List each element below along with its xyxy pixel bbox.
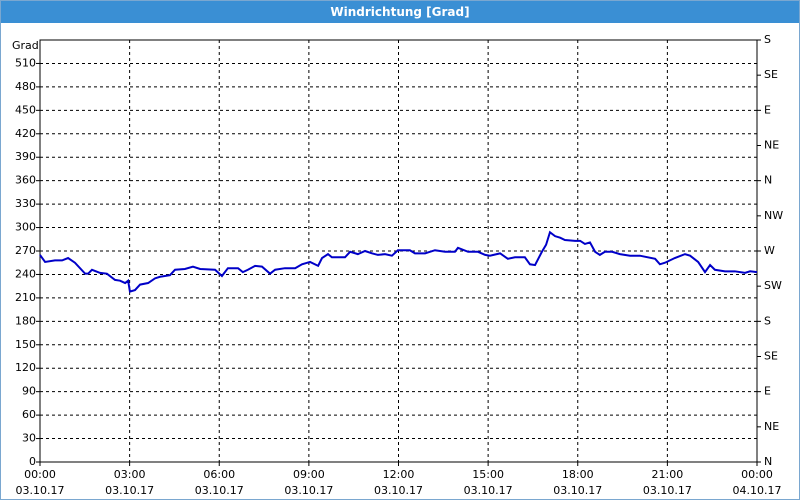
x-tick-label: 12:00 [383,468,415,481]
y-tick-label: 300 [15,221,36,234]
y-tick-label: 330 [15,197,36,210]
y2-tick-label: W [764,244,775,257]
y2-tick-label: NW [764,209,783,222]
y-tick-label: 120 [15,361,36,374]
y-tick-label: 510 [15,56,36,69]
y-tick-label: 180 [15,314,36,327]
y-tick-label: 240 [15,267,36,280]
title-bar: Windrichtung [Grad] [1,1,799,23]
y-tick-label: 390 [15,150,36,163]
y2-tick-label: E [764,385,771,398]
x-tick-label: 06:00 [203,468,235,481]
x-tick-date: 03.10.17 [105,484,154,497]
y2-tick-label: SW [764,279,782,292]
y-tick-label: 210 [15,291,36,304]
x-tick-label: 15:00 [472,468,504,481]
x-tick-label: 09:00 [293,468,325,481]
x-tick-date: 03.10.17 [643,484,692,497]
y-tick-label: 480 [15,80,36,93]
x-tick-label: 00:00 [741,468,773,481]
x-tick-label: 00:00 [24,468,56,481]
x-tick-date: 04.10.17 [733,484,782,497]
x-tick-date: 03.10.17 [464,484,513,497]
y-axis-label: Grad [12,39,39,52]
x-tick-date: 03.10.17 [284,484,333,497]
y-tick-label: 30 [22,432,36,445]
y2-tick-label: N [764,174,772,187]
y2-tick-label: NE [764,420,779,433]
y2-tick-label: S [764,314,771,327]
data-line [39,230,758,293]
x-tick-date: 03.10.17 [16,484,65,497]
y-tick-label: 360 [15,174,36,187]
x-tick-label: 03:00 [114,468,146,481]
x-tick-label: 18:00 [562,468,594,481]
y2-tick-label: N [764,455,772,468]
y-tick-label: 150 [15,338,36,351]
y-tick-label: 0 [29,455,36,468]
y-tick-label: 90 [22,385,36,398]
x-tick-date: 03.10.17 [553,484,602,497]
y-tick-label: 270 [15,244,36,257]
y-tick-label: 420 [15,127,36,140]
y-tick-label: 60 [22,408,36,421]
y2-tick-label: SE [764,68,778,81]
x-tick-date: 03.10.17 [195,484,244,497]
x-tick-date: 03.10.17 [374,484,423,497]
y2-tick-label: E [764,103,771,116]
x-tick-label: 21:00 [652,468,684,481]
y2-tick-label: S [764,33,771,46]
y2-tick-label: NE [764,139,779,152]
y2-tick-label: SE [764,350,778,363]
y-tick-label: 450 [15,103,36,116]
